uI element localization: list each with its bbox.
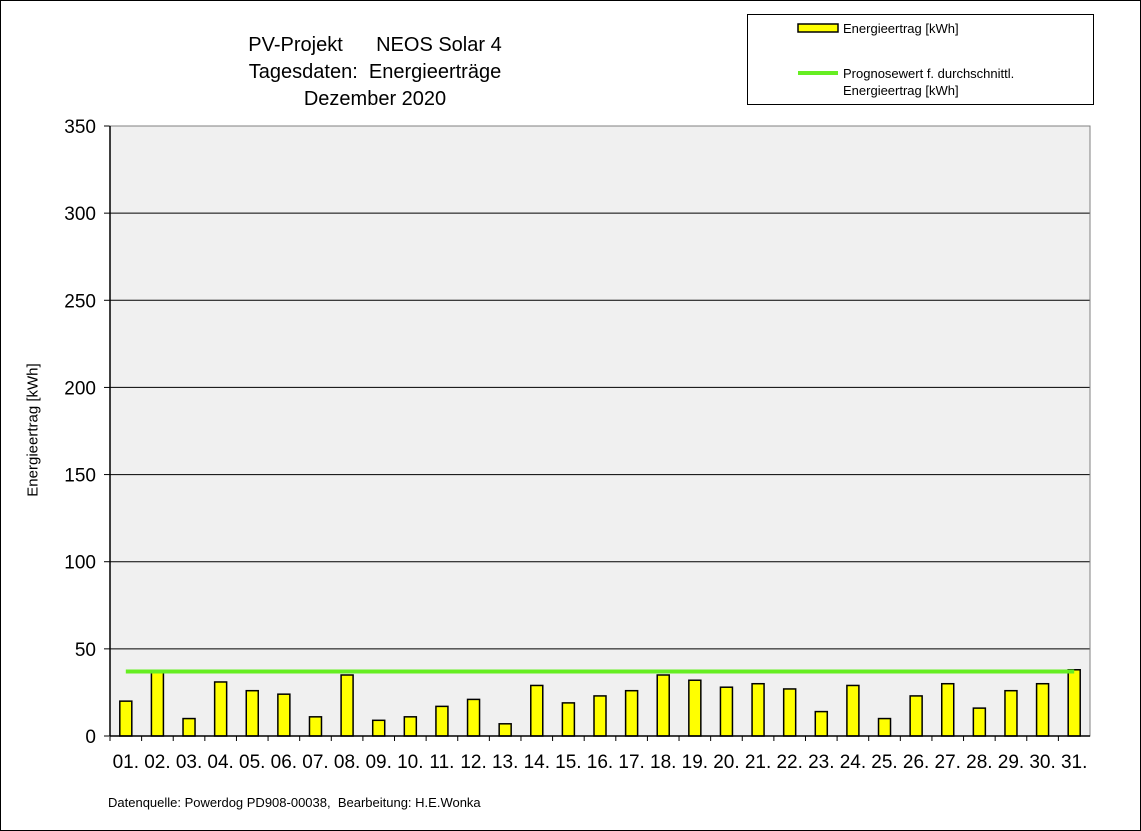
x-tick-label-02: 02. bbox=[144, 752, 170, 773]
bar-30 bbox=[1035, 682, 1050, 737]
y-tick-label-0: 0 bbox=[85, 727, 96, 748]
x-tick-label-23: 23. bbox=[808, 752, 834, 773]
x-tick-label-24: 24. bbox=[840, 752, 866, 773]
x-tick-label-19: 19. bbox=[682, 752, 708, 773]
axes bbox=[109, 125, 1091, 737]
bar-05 bbox=[245, 689, 260, 737]
bar-31 bbox=[1067, 669, 1081, 737]
bar-14 bbox=[530, 684, 544, 737]
chart-title-line-1: PV-Projekt NEOS Solar 4 bbox=[248, 34, 502, 56]
bar-18 bbox=[656, 674, 670, 737]
x-tick-label-20: 20. bbox=[713, 752, 739, 773]
bar-06 bbox=[277, 693, 291, 737]
bar-12 bbox=[466, 698, 481, 737]
x-tick-label-04: 04. bbox=[207, 752, 233, 773]
chart-legend: Energieertrag [kWh] Prognosewert f. durc… bbox=[747, 14, 1094, 105]
legend-swatches bbox=[797, 23, 839, 75]
bar-08 bbox=[340, 674, 354, 737]
bar-26 bbox=[909, 695, 923, 737]
x-tick-label-15: 15. bbox=[555, 752, 581, 773]
x-tick-label-14: 14. bbox=[524, 752, 550, 773]
bar-28 bbox=[972, 707, 987, 737]
x-tick-label-29: 29. bbox=[998, 752, 1024, 773]
y-tick-label-2: 100 bbox=[64, 553, 96, 574]
bar-10 bbox=[403, 716, 418, 737]
y-tick-label-4: 200 bbox=[64, 378, 96, 399]
x-tick-label-10: 10. bbox=[397, 752, 423, 773]
legend-line-label-1: Prognosewert f. durchschnittl. bbox=[843, 66, 1015, 81]
x-tick-label-03: 03. bbox=[176, 752, 202, 773]
y-tick-label-5: 250 bbox=[64, 291, 96, 312]
y-tick-label-7: 350 bbox=[64, 117, 96, 138]
x-tick-label-07: 07. bbox=[302, 752, 328, 773]
legend-line-label-2: Energieertrag [kWh] bbox=[843, 83, 959, 98]
bar-25 bbox=[877, 717, 892, 737]
bar-29 bbox=[1004, 689, 1018, 737]
plot-area bbox=[110, 126, 1090, 736]
y-tick-label-1: 50 bbox=[75, 640, 96, 661]
bar-13 bbox=[498, 723, 512, 737]
x-tick-label-09: 09. bbox=[365, 752, 391, 773]
bar-02 bbox=[150, 670, 165, 737]
x-tick-label-08: 08. bbox=[334, 752, 360, 773]
legend-bar-swatch bbox=[797, 23, 839, 33]
x-tick-label-16: 16. bbox=[587, 752, 613, 773]
y-tick-labels: 0 50 100 150 200 250 300 350 bbox=[64, 117, 96, 748]
bar-24 bbox=[846, 684, 860, 737]
bar-23 bbox=[814, 710, 829, 737]
bar-19 bbox=[688, 679, 702, 737]
bar-15 bbox=[561, 702, 576, 737]
data-source-note: Datenquelle: Powerdog PD908-00038, Bearb… bbox=[108, 795, 481, 810]
x-tick-label-28: 28. bbox=[966, 752, 992, 773]
bar-01 bbox=[119, 700, 133, 737]
bar-21 bbox=[751, 682, 765, 737]
x-tick-label-17: 17. bbox=[618, 752, 644, 773]
x-tick-label-05: 05. bbox=[239, 752, 265, 773]
chart-title-line-2: Tagesdaten: Energieerträge bbox=[248, 61, 502, 83]
x-tick-labels: 01. 02. 03. 04. 05. 06. 07. 08. 09. 10. 11. 12. 13. 1… bbox=[113, 752, 1088, 773]
x-tick-label-11: 11. bbox=[429, 752, 454, 773]
x-tick-label-13: 13. bbox=[492, 752, 518, 773]
bar-04 bbox=[213, 681, 228, 737]
x-tick-label-27: 27. bbox=[935, 752, 961, 773]
x-tick-label-25: 25. bbox=[871, 752, 897, 773]
bar-27 bbox=[940, 682, 955, 737]
x-tick-label-06: 06. bbox=[271, 752, 297, 773]
y-tick-label-3: 150 bbox=[64, 466, 96, 487]
bar-22 bbox=[782, 688, 797, 737]
x-tick-label-01: 01. bbox=[113, 752, 139, 773]
x-tick-label-12: 12. bbox=[460, 752, 486, 773]
bar-11 bbox=[435, 705, 449, 737]
bar-16 bbox=[593, 695, 607, 737]
x-tick-label-30: 30. bbox=[1029, 752, 1055, 773]
bar-07 bbox=[308, 716, 323, 737]
y-tick-label-6: 300 bbox=[64, 204, 96, 225]
legend-bar-label: Energieertrag [kWh] bbox=[843, 21, 959, 36]
x-tick-label-31: 31. bbox=[1061, 752, 1087, 773]
x-tick-label-26: 26. bbox=[903, 752, 929, 773]
chart-title-line-3: Dezember 2020 bbox=[303, 88, 447, 110]
bar-03 bbox=[182, 717, 196, 737]
bar-20 bbox=[719, 686, 734, 737]
bar-09 bbox=[371, 719, 386, 737]
x-tick-label-21: 21. bbox=[745, 752, 771, 773]
bar-17 bbox=[624, 689, 639, 737]
x-tick-label-18: 18. bbox=[650, 752, 676, 773]
bars bbox=[119, 669, 1081, 737]
x-tick-label-22: 22. bbox=[776, 752, 802, 773]
